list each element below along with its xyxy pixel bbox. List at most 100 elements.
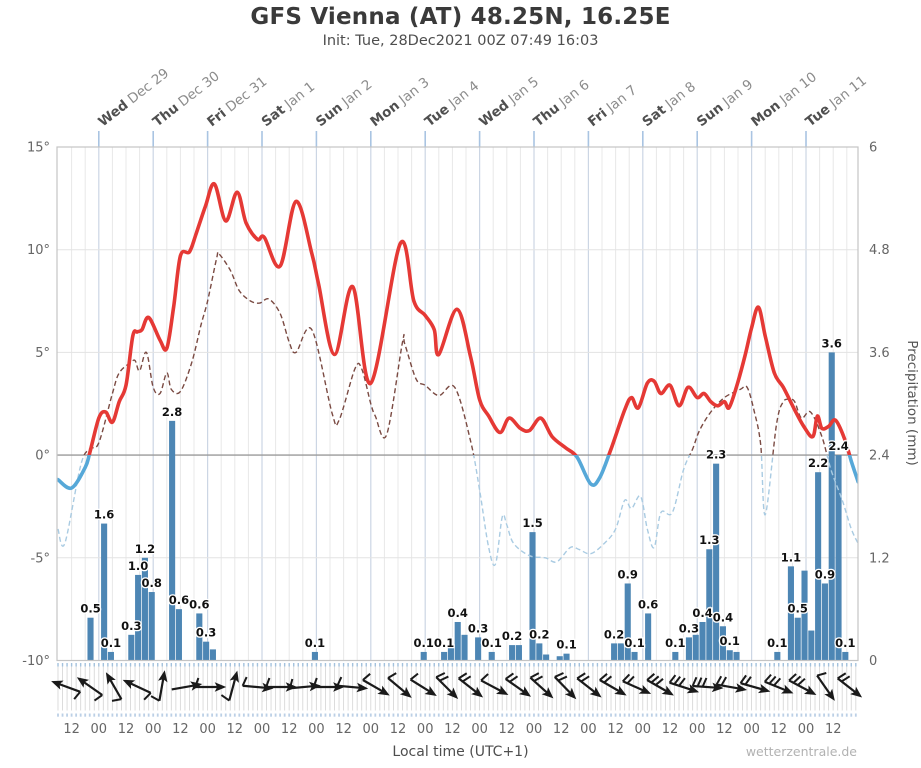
dotted-row-mark (469, 713, 472, 717)
precip-bar-label: 0.1 (482, 636, 502, 650)
dotted-row-mark (320, 713, 322, 717)
dotted-row-mark (161, 713, 164, 717)
dotted-row-mark (709, 713, 712, 717)
dotted-row-mark (347, 713, 350, 717)
dotted-row-mark (678, 713, 680, 717)
precip-bar (509, 645, 516, 661)
dotted-row-mark (70, 713, 73, 717)
y-left-tick-label: 0° (35, 449, 50, 464)
dotted-row-mark (814, 713, 816, 717)
dotted-row-mark (587, 713, 590, 717)
x-tick-label: 00 (199, 722, 216, 737)
wind-barb (553, 672, 577, 700)
y-right-tick-label: 3.6 (869, 346, 890, 361)
precip-bar (719, 626, 726, 661)
precip-bar (835, 455, 842, 661)
dotted-row-mark (528, 713, 531, 717)
dotted-row-mark (392, 713, 395, 717)
precip-bar (645, 613, 652, 661)
precip-bar-label: 1.6 (94, 508, 114, 522)
dotted-row-mark (88, 713, 91, 717)
dotted-row-mark (315, 713, 318, 717)
dotted-row-mark (274, 713, 277, 717)
precip-bar (135, 574, 142, 661)
dotted-row-mark (741, 713, 744, 717)
dotted-row-mark (442, 713, 445, 717)
dotted-row-mark (374, 713, 377, 717)
dotted-row-mark (233, 713, 236, 717)
precip-bar-label: 0.4 (448, 606, 468, 620)
precip-bar (128, 634, 135, 661)
day-label: WedJan 5 (476, 74, 542, 130)
dotted-row-mark (786, 713, 789, 717)
dotted-row-mark (664, 713, 667, 717)
dotted-row-mark (134, 713, 136, 717)
dotted-row-mark (823, 713, 825, 717)
dotted-row-mark (768, 713, 771, 717)
precip-bar-label: 0.3 (679, 621, 699, 635)
wind-barb (105, 672, 123, 702)
dotted-row-mark (97, 713, 100, 717)
dotted-row-mark (628, 713, 631, 717)
dotted-row-mark (854, 713, 857, 717)
precip-bar-label: 0.1 (434, 636, 454, 650)
x-tick-label: 00 (91, 722, 108, 737)
dotted-row-mark (306, 713, 309, 717)
dotted-row-mark (125, 713, 127, 717)
x-tick-label: 00 (363, 722, 380, 737)
dotted-row-mark (265, 713, 268, 717)
precip-bars (87, 352, 849, 661)
dotted-row-mark (727, 713, 730, 717)
dotted-row-mark (714, 713, 717, 717)
precip-bar-label: 1.5 (522, 516, 542, 530)
dotted-row-mark (619, 713, 621, 717)
temperature-curves (57, 182, 858, 567)
wind-barb (739, 674, 771, 694)
precip-bar-label: 0.4 (713, 610, 733, 624)
wind-barb (622, 673, 652, 694)
x-tick-label: 12 (662, 722, 679, 737)
dotted-row-mark (533, 713, 535, 717)
dotted-row-mark (546, 713, 549, 717)
dotted-row-mark (61, 713, 64, 717)
dotted-row-mark (809, 713, 812, 717)
dotted-row-mark (310, 713, 313, 717)
dotted-row-mark (238, 713, 241, 717)
precip-bar (515, 645, 522, 661)
precip-bar-label: 0.2 (502, 629, 522, 643)
wind-barb (788, 673, 817, 695)
precip-bar-label: 0.1 (624, 636, 644, 650)
wind-barb (576, 672, 602, 698)
precip-bar (461, 634, 468, 661)
dotted-row-mark (197, 713, 200, 717)
precip-bar (713, 463, 720, 661)
dotted-row-mark (184, 713, 186, 717)
x-tick-label: 00 (308, 722, 325, 737)
precip-bar (842, 651, 849, 661)
dotted-row-mark (242, 713, 245, 717)
x-tick-label: 00 (526, 722, 543, 737)
wind-barbs (51, 670, 863, 702)
wind-barb (480, 673, 509, 695)
dotted-row-mark (700, 713, 703, 717)
dotted-row-mark (818, 713, 821, 717)
dotted-row-mark (573, 713, 576, 717)
dotted-row-mark (773, 713, 776, 717)
dewpoint-line-above-zero (83, 251, 828, 456)
dotted-row-mark (179, 713, 182, 717)
dotted-row-mark (147, 713, 150, 717)
precip-bar-label: 0.9 (815, 567, 835, 581)
dotted-row-mark (356, 713, 359, 717)
dotted-row-mark (605, 713, 608, 717)
watermark: wetterzentrale.de (745, 744, 857, 759)
dotted-row-mark (229, 713, 232, 717)
precip-bar (706, 549, 713, 661)
precip-bar (169, 420, 176, 661)
dotted-row-mark (428, 713, 431, 717)
dotted-row-mark (202, 713, 204, 717)
dotted-row-mark (650, 713, 653, 717)
precip-bar-label: 0.1 (101, 636, 121, 650)
dotted-row-mark (433, 713, 436, 717)
dotted-row-mark (292, 713, 295, 717)
dotted-row-mark (832, 713, 835, 717)
